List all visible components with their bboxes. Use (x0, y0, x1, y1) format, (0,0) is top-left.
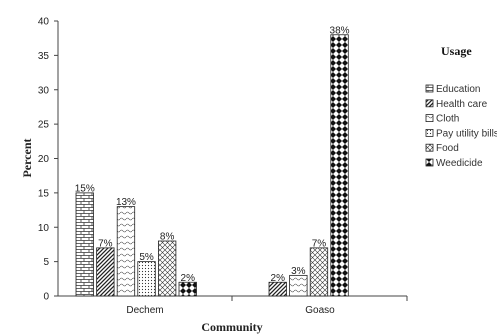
bar-dechem-weedicide (178, 281, 197, 297)
legend-swatch-weedicide (425, 158, 434, 167)
bar-goaso-cloth (289, 274, 308, 297)
bar-dechem-education (75, 192, 94, 297)
y-ticks: 0 5 10 15 20 25 30 35 40 (38, 17, 58, 303)
legend: Usage Education Health care Cloth Pay utili… (425, 44, 497, 169)
y-tick-label: 5 (43, 257, 49, 268)
y-tick-label: 25 (38, 120, 50, 131)
data-label-goaso-cloth: 3% (291, 266, 306, 277)
legend-label-weedicide: Weedicide (436, 158, 483, 169)
legend-title: Usage (441, 44, 472, 58)
data-label-goaso-health-care: 2% (271, 273, 286, 284)
data-label-dechem-education: 15% (75, 183, 95, 194)
legend-label-pay-utility-bills: Pay utility bills (436, 128, 497, 139)
y-tick-label: 35 (38, 51, 50, 62)
data-label-dechem-health-care: 7% (98, 238, 113, 249)
category-label-dechem: Dechem (126, 305, 163, 316)
data-label-dechem-weedicide: 2% (181, 273, 196, 284)
legend-label-education: Education (436, 84, 480, 95)
x-axis-title: Community (201, 320, 262, 334)
data-label-dechem-pay-utility-bills: 5% (139, 252, 154, 263)
data-label-dechem-cloth: 13% (116, 197, 136, 208)
legend-swatch-health-care (425, 99, 434, 108)
bar-dechem-pay-utility-bills (137, 261, 156, 297)
legend-swatch-education (425, 84, 434, 93)
data-label-goaso-weedicide: 38% (330, 25, 350, 36)
bar-dechem-cloth (116, 206, 136, 297)
legend-label-health-care: Health care (436, 99, 488, 110)
y-tick-label: 0 (43, 292, 49, 303)
data-label-goaso-food: 7% (312, 238, 327, 249)
bar-goaso-health-care (268, 281, 287, 297)
bar-goaso-food (309, 247, 329, 297)
data-label-dechem-food: 8% (160, 232, 175, 243)
y-tick-label: 10 (38, 223, 50, 234)
y-axis-title: Percent (20, 138, 34, 177)
y-tick-label: 20 (38, 154, 50, 165)
y-tick-label: 15 (38, 188, 50, 199)
y-tick-label: 30 (38, 85, 50, 96)
bar-goaso-weedicide (330, 34, 349, 297)
category-labels: Dechem Goaso (126, 305, 335, 316)
bar-dechem-health-care (96, 247, 115, 297)
data-labels: 15% 7% 13% 5% 8% 2% 2% 3% 7% 38% (75, 25, 350, 284)
category-label-goaso: Goaso (305, 305, 335, 316)
bar-dechem-food (157, 240, 177, 297)
legend-swatch-cloth (425, 114, 434, 122)
y-tick-label: 40 (38, 17, 50, 28)
legend-swatch-pay-utility-bills (425, 128, 434, 137)
legend-label-food: Food (436, 143, 459, 154)
bars (75, 34, 349, 297)
legend-label-cloth: Cloth (436, 114, 459, 125)
legend-swatch-food (425, 143, 434, 152)
